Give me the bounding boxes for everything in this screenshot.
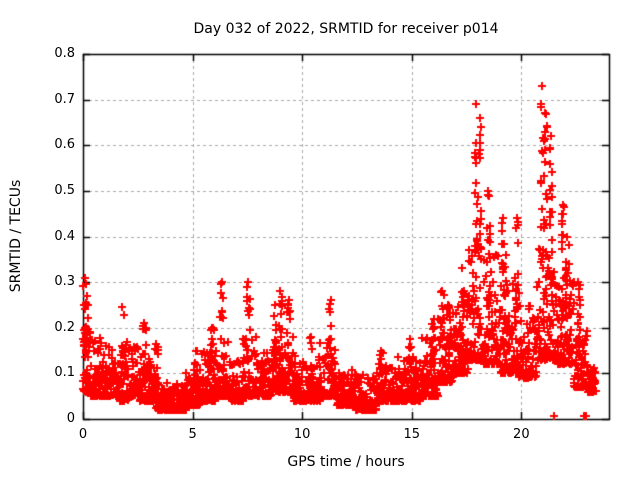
x-tick-label: 0	[78, 427, 88, 442]
y-tick-label: 0.7	[54, 91, 75, 107]
x-tick-label: 5	[188, 427, 197, 442]
y-tick-label: 0.2	[54, 319, 75, 335]
x-tick-label: 15	[403, 427, 421, 442]
y-tick-label: 0.3	[54, 274, 75, 290]
x-axis-label: GPS time / hours	[287, 454, 405, 470]
y-tick-label: 0.4	[54, 228, 75, 244]
y-tick-label: 0.5	[54, 182, 75, 198]
chart-title: Day 032 of 2022, SRMTID for receiver p01…	[193, 21, 499, 37]
x-tick-label: 20	[513, 427, 530, 442]
x-tick-label: 10	[293, 427, 311, 442]
y-tick-label: 0.8	[54, 46, 75, 61]
y-tick-label: 0.1	[54, 365, 75, 381]
y-tick-label: 0	[66, 411, 75, 426]
y-tick-label: 0.6	[54, 137, 75, 153]
